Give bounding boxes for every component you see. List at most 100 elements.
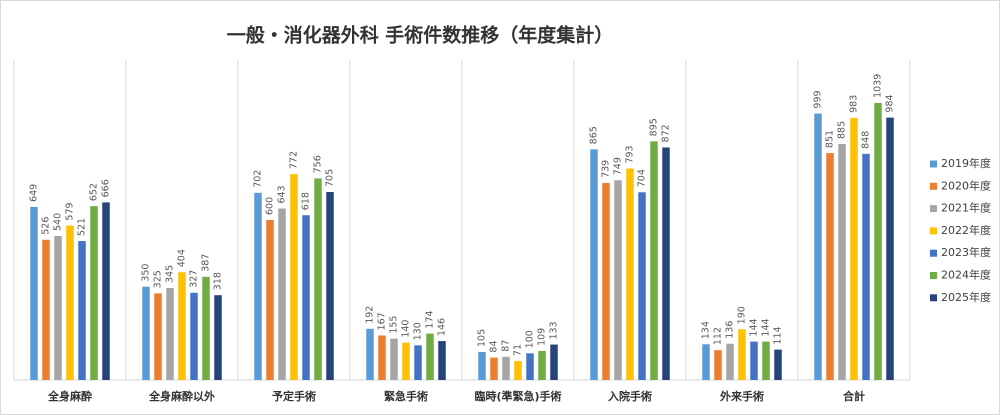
value-label: 600 — [265, 197, 276, 215]
bar — [326, 192, 334, 380]
bar — [738, 329, 746, 380]
bar — [42, 239, 50, 380]
bar — [538, 350, 546, 380]
bar — [154, 293, 162, 380]
bar — [102, 202, 110, 380]
value-label: 350 — [141, 264, 152, 282]
bar — [78, 241, 86, 380]
value-label: 705 — [325, 169, 336, 187]
bar — [490, 357, 498, 380]
value-label: 155 — [389, 316, 400, 334]
bar — [378, 335, 386, 380]
bar — [774, 349, 782, 380]
value-label: 984 — [885, 94, 896, 112]
bar — [838, 144, 846, 380]
x-tick-label: 全身麻酔以外 — [148, 389, 215, 403]
value-label: 848 — [861, 131, 872, 149]
bar — [874, 102, 882, 380]
x-tick-label: 緊急手術 — [384, 389, 428, 403]
legend-swatch — [930, 205, 937, 213]
bar — [302, 215, 310, 380]
bar — [702, 344, 710, 380]
bar — [202, 276, 210, 380]
bar — [414, 345, 422, 380]
value-label: 87 — [501, 340, 512, 352]
bar — [726, 343, 734, 380]
bar — [290, 174, 298, 380]
bar — [254, 192, 262, 380]
bar — [178, 272, 186, 380]
bar — [638, 192, 646, 380]
value-label: 999 — [813, 90, 824, 108]
value-label: 327 — [189, 270, 200, 288]
bar — [438, 341, 446, 380]
bar — [30, 206, 38, 380]
bar — [214, 295, 222, 380]
bar — [590, 149, 598, 380]
value-label: 579 — [65, 202, 76, 220]
value-label: 872 — [661, 124, 672, 142]
legend-label: 2023年度 — [941, 245, 991, 259]
bar — [850, 117, 858, 380]
bar — [886, 117, 894, 380]
bar — [614, 180, 622, 380]
bar — [762, 341, 770, 380]
bar — [550, 344, 558, 380]
value-label: 136 — [725, 321, 736, 339]
value-label: 345 — [165, 265, 176, 283]
value-label: 643 — [277, 185, 288, 203]
bar — [426, 333, 434, 380]
bar — [266, 220, 274, 380]
value-label: 134 — [701, 321, 712, 339]
x-tick-label: 臨時(準緊急)手術 — [474, 389, 561, 403]
value-label: 140 — [401, 320, 412, 338]
bar — [278, 208, 286, 380]
bar — [714, 350, 722, 380]
bar — [526, 353, 534, 380]
bar — [478, 352, 486, 380]
value-label: 1039 — [873, 74, 884, 98]
value-label: 109 — [537, 328, 548, 346]
legend-swatch — [930, 249, 937, 257]
value-label: 749 — [613, 157, 624, 175]
bar — [626, 168, 634, 380]
value-label: 756 — [313, 155, 324, 173]
bar — [502, 356, 510, 380]
bar — [166, 288, 174, 380]
bar — [390, 338, 398, 380]
bar — [650, 141, 658, 380]
legend-swatch — [930, 294, 937, 302]
value-label: 84 — [489, 341, 500, 353]
x-tick-label: 合計 — [843, 389, 865, 403]
x-tick-label: 予定手術 — [272, 389, 316, 403]
value-label: 190 — [737, 306, 748, 324]
x-tick-label: 全身麻酔 — [47, 389, 92, 403]
value-label: 895 — [649, 118, 660, 136]
x-tick-label: 入院手術 — [608, 389, 652, 403]
value-label: 793 — [625, 145, 636, 163]
legend-label: 2022年度 — [941, 223, 991, 237]
value-label: 865 — [589, 126, 600, 144]
value-label: 652 — [89, 183, 100, 201]
value-label: 130 — [413, 322, 424, 340]
bar — [66, 225, 74, 380]
value-label: 885 — [837, 121, 848, 139]
value-label: 71 — [513, 344, 524, 356]
value-label: 983 — [849, 95, 860, 113]
value-label: 114 — [773, 326, 784, 344]
bar — [366, 328, 374, 380]
legend-swatch — [930, 272, 937, 279]
value-label: 387 — [201, 254, 212, 272]
bar — [662, 147, 670, 380]
value-label: 702 — [253, 170, 264, 188]
value-label: 666 — [101, 179, 112, 197]
value-label: 618 — [301, 192, 312, 210]
value-label: 133 — [549, 321, 560, 339]
bar — [90, 206, 98, 380]
value-label: 772 — [289, 151, 300, 169]
legend-label: 2025年度 — [941, 290, 991, 304]
bar — [750, 341, 758, 380]
value-label: 167 — [377, 312, 388, 330]
bar — [602, 182, 610, 380]
value-label: 540 — [53, 213, 64, 231]
